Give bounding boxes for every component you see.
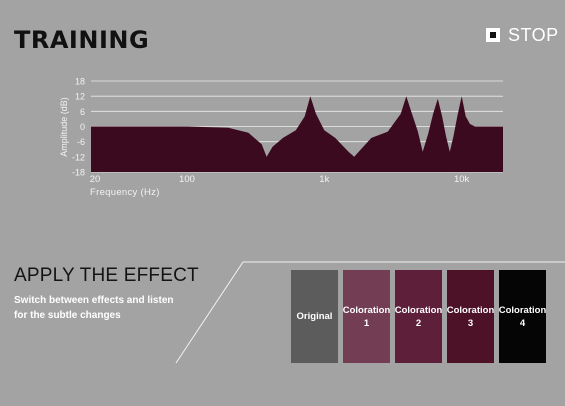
- page-title: TRAINING: [14, 26, 150, 54]
- stop-icon: [486, 28, 500, 42]
- apply-effect-description: Switch between effects and listen for th…: [14, 295, 174, 321]
- response-curve: [91, 96, 503, 172]
- effect-coloration-3-button[interactable]: Coloration 3: [447, 270, 494, 363]
- y-tick-label: -12: [72, 152, 85, 162]
- x-tick-label: 20: [90, 174, 101, 185]
- effect-button-label: Coloration 2: [394, 304, 443, 329]
- y-axis-ticks: 18 12 6 0 -6 -12 -18: [72, 77, 85, 178]
- effect-button-label: Coloration 4: [498, 304, 547, 329]
- x-axis-ticks: 20 100 1k 10k: [90, 174, 470, 185]
- y-tick-label: 12: [75, 92, 85, 102]
- y-tick-label: 18: [75, 77, 85, 87]
- y-tick-label: 6: [80, 107, 85, 117]
- effect-button-label: Coloration 3: [446, 304, 495, 329]
- stop-button-label: STOP: [508, 24, 559, 45]
- effect-original-button[interactable]: Original: [291, 270, 338, 363]
- effect-coloration-1-button[interactable]: Coloration 1: [343, 270, 390, 363]
- apply-effect-heading: APPLY THE EFFECT: [14, 265, 199, 286]
- effect-button-label: Original: [296, 311, 333, 322]
- x-tick-label: 1k: [319, 174, 329, 185]
- effect-coloration-4-button[interactable]: Coloration 4: [499, 270, 546, 363]
- x-tick-label: 10k: [454, 174, 470, 185]
- x-axis-label: Frequency (Hz): [90, 187, 160, 198]
- y-tick-label: -18: [72, 168, 85, 178]
- effect-button-label: Coloration 1: [342, 304, 391, 329]
- y-tick-label: -6: [77, 137, 85, 147]
- y-axis-label: Amplitude (dB): [59, 97, 69, 157]
- effect-coloration-2-button[interactable]: Coloration 2: [395, 270, 442, 363]
- frequency-response-chart: 18 12 6 0 -6 -12 -18 20 100 1k 10k Amplitude (dB)…: [59, 77, 503, 198]
- y-tick-label: 0: [80, 122, 85, 132]
- stop-button[interactable]: STOP: [486, 24, 559, 46]
- x-tick-label: 100: [179, 174, 195, 185]
